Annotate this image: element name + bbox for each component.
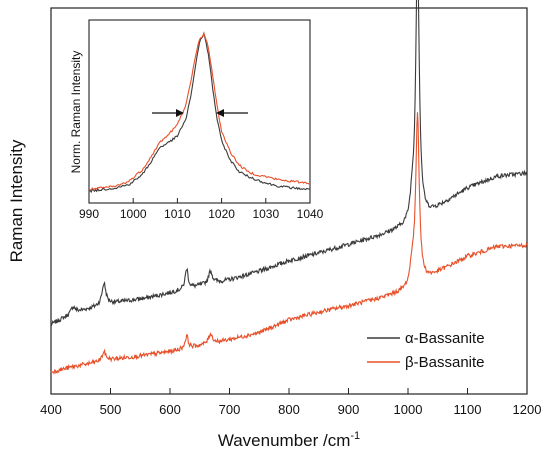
inset-x-tick-label: 1040: [297, 207, 324, 221]
main-traces: [50, 0, 528, 375]
series-line-beta: [50, 112, 528, 375]
x-tick-label: 900: [338, 402, 360, 417]
main-x-ticks: 400 500 600 700 800 900 1000 1100 1200: [40, 388, 541, 417]
inset-x-tick-label: 1020: [208, 207, 235, 221]
series-line-alpha: [50, 0, 528, 327]
inset-frame: [88, 19, 311, 204]
inset-arrow-right: [216, 109, 248, 117]
x-tick-label: 400: [40, 402, 62, 417]
x-tick-label: 700: [219, 402, 241, 417]
inset-series-line-alpha: [88, 31, 311, 194]
x-tick-label: 1200: [513, 402, 542, 417]
inset-x-tick-label: 990: [79, 207, 99, 221]
x-tick-label: 500: [100, 402, 122, 417]
y-axis-label: Raman Intensity: [7, 139, 26, 262]
inset-series-line-beta: [88, 32, 310, 191]
inset-x-tick-label: 1030: [252, 207, 279, 221]
inset-x-tick-label: 1000: [120, 207, 147, 221]
x-tick-label: 1000: [394, 402, 423, 417]
inset-arrow-left: [152, 109, 184, 117]
inset-x-tick-label: 1010: [164, 207, 191, 221]
x-tick-label: 1100: [454, 402, 482, 417]
x-tick-label: 600: [159, 402, 181, 417]
x-tick-label: 800: [278, 402, 300, 417]
x-axis-label: Wavenumber /cm-1: [218, 430, 360, 450]
x-axis-label-exponent: -1: [350, 430, 360, 442]
inset-y-axis-label: Norm. Raman Intensity: [69, 51, 83, 174]
inset-traces: [88, 31, 311, 194]
legend-label-alpha: α-Bassanite: [405, 330, 485, 347]
inset-x-ticks: 990 1000 1010 1020 1030 1040: [79, 198, 324, 221]
legend-label-beta: β-Bassanite: [405, 354, 485, 371]
legend: α-Bassanite β-Bassanite: [367, 330, 485, 371]
